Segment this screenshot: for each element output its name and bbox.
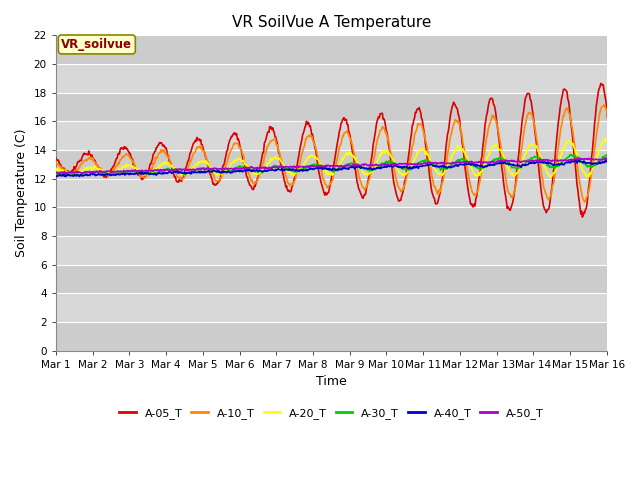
Bar [56,179,607,207]
Bar [56,93,607,121]
Title: VR SoilVue A Temperature: VR SoilVue A Temperature [232,15,431,30]
Bar [56,264,607,293]
Bar [56,322,607,350]
Bar [56,293,607,322]
Bar [56,150,607,179]
Bar [56,64,607,93]
Legend: A-05_T, A-10_T, A-20_T, A-30_T, A-40_T, A-50_T: A-05_T, A-10_T, A-20_T, A-30_T, A-40_T, … [115,404,548,423]
Bar [56,36,607,64]
X-axis label: Time: Time [316,375,347,388]
Text: VR_soilvue: VR_soilvue [61,38,132,51]
Bar [56,121,607,150]
Bar [56,236,607,264]
Y-axis label: Soil Temperature (C): Soil Temperature (C) [15,129,28,257]
Bar [56,207,607,236]
